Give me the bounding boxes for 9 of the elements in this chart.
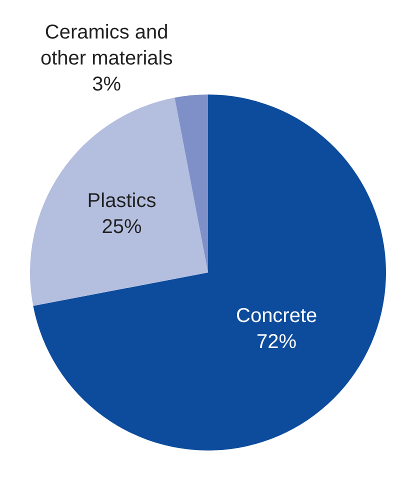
data-label: 25% [102, 216, 142, 238]
pie-slice [30, 98, 208, 306]
slice-label: Ceramics and other materials [40, 22, 173, 70]
data-label: 72% [256, 331, 297, 354]
pie-slice [174, 94, 208, 272]
pie-slice [33, 94, 386, 450]
data-label: 3% [92, 74, 122, 96]
slice-label: Plastics [87, 190, 156, 212]
slice-label: Concrete [236, 305, 318, 328]
